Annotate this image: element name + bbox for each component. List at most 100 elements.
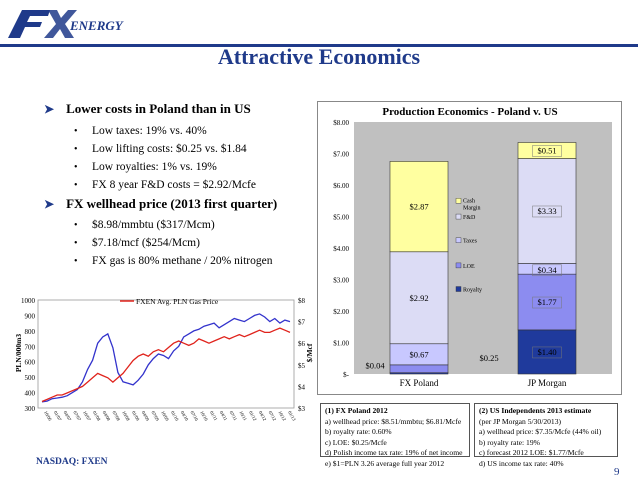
bar-y-tick-label: $4.00 bbox=[333, 245, 349, 253]
line-y-tick-left: 800 bbox=[25, 328, 36, 336]
sub-bullet: • $7.18/mcf ($254/Mcm) bbox=[74, 237, 200, 249]
sub-bullet-text: Low lifting costs: $0.25 vs. $1.84 bbox=[92, 143, 247, 155]
bar-data-label: $2.87 bbox=[409, 202, 428, 212]
bar-data-label: $1.40 bbox=[537, 347, 556, 357]
note-line: d) US income tax rate: 40% bbox=[479, 458, 564, 468]
dot-icon: • bbox=[74, 220, 78, 231]
bar-data-label: $0.34 bbox=[537, 265, 557, 275]
line-x-tick-label: 04/11 bbox=[219, 410, 229, 422]
line-y-tick-left: 500 bbox=[25, 374, 36, 382]
note-heading: (2) US Independents 2013 estimate bbox=[479, 406, 592, 415]
line-x-tick-label: 01/10 bbox=[170, 410, 180, 422]
bar-category-label: JP Morgan bbox=[528, 378, 567, 388]
line-x-tick-label: 10/09 bbox=[160, 410, 170, 422]
sub-bullet: • $8.98/mmbtu ($317/Mcm) bbox=[74, 219, 215, 231]
bar-segment-loe bbox=[517, 273, 577, 331]
usd-price-line bbox=[41, 327, 291, 403]
bullet-wellhead-price: ➤ FX wellhead price (2013 first quarter) bbox=[44, 196, 277, 212]
data-label-box bbox=[532, 296, 562, 309]
legend-swatch bbox=[455, 213, 462, 220]
bar-y-tick-label: $1.00 bbox=[333, 340, 349, 348]
bar-segment-f-d bbox=[389, 251, 449, 345]
bullet-lower-costs: ➤ Lower costs in Poland than in US bbox=[44, 101, 251, 117]
legend-swatch bbox=[455, 198, 462, 204]
legend-label: F&D bbox=[463, 215, 476, 221]
bar-data-label: $0.25 bbox=[479, 353, 498, 363]
page-number: 9 bbox=[614, 466, 620, 478]
page-title: Attractive Economics bbox=[217, 44, 421, 69]
note-heading: (1) FX Poland 2012 bbox=[325, 406, 388, 415]
line-x-tick-label: 07/09 bbox=[150, 410, 160, 422]
bar-y-tick-label: $3.00 bbox=[333, 277, 349, 285]
header-rule bbox=[0, 44, 638, 47]
bar-segment-cash-margin bbox=[389, 161, 449, 253]
bar-data-label: $0.51 bbox=[537, 146, 556, 156]
line-x-tick-label: 04/09 bbox=[141, 410, 151, 422]
pln-price-line bbox=[41, 313, 291, 403]
bar-y-tick-label: $7.00 bbox=[333, 151, 349, 159]
dot-icon: • bbox=[74, 238, 78, 249]
bullet-text: Lower costs in Poland than in US bbox=[66, 101, 251, 116]
note-line: c) forecast 2012 LOE: $1.77/Mcfe bbox=[479, 448, 584, 457]
note-line: b) royalty rate: 19% bbox=[479, 437, 540, 447]
y-axis-label-right: $/Mcf bbox=[305, 343, 314, 362]
bar-segment-f-d bbox=[517, 158, 577, 264]
data-label-box bbox=[532, 264, 562, 277]
bar-segment-loe bbox=[389, 364, 449, 374]
bar-y-tick-label: $2.00 bbox=[333, 308, 349, 316]
bar-segment-royalty bbox=[517, 329, 577, 375]
bar-y-tick-label: $5.00 bbox=[333, 214, 349, 222]
line-x-tick-label: 07/10 bbox=[190, 410, 200, 422]
bullet-text: FX wellhead price (2013 first quarter) bbox=[66, 196, 278, 211]
sub-bullet-text: FX 8 year F&D costs = $2.92/Mcfe bbox=[92, 179, 256, 191]
line-y-tick-right: $8 bbox=[298, 297, 306, 305]
legend-swatch bbox=[455, 262, 462, 269]
line-x-tick-label: 04/08 bbox=[102, 410, 112, 422]
gas-price-chart: FXEN Avg. PLN Gas Price PLN/000m3 $/Mcf … bbox=[14, 297, 314, 422]
line-x-tick-label: 10/07 bbox=[82, 410, 92, 422]
dot-icon: • bbox=[74, 180, 78, 191]
note-line: (per JP Morgan 5/30/2013) bbox=[479, 416, 562, 426]
sub-bullet: • Low taxes: 19% vs. 40% bbox=[74, 125, 207, 137]
logo-text: ENERGY bbox=[69, 18, 124, 33]
line-y-tick-left: 700 bbox=[25, 343, 36, 351]
data-label-box bbox=[532, 205, 562, 218]
bar-legend-box bbox=[454, 196, 494, 299]
sub-bullet-text: Low taxes: 19% vs. 40% bbox=[92, 125, 207, 137]
line-x-tick-label: 01/08 bbox=[92, 410, 102, 422]
bar-data-label: $2.92 bbox=[409, 293, 428, 303]
dot-icon: • bbox=[74, 162, 78, 173]
line-y-tick-left: 400 bbox=[25, 390, 36, 398]
sub-bullet-text: Low royalties: 1% vs. 19% bbox=[92, 161, 217, 173]
dot-icon: • bbox=[74, 144, 78, 155]
sub-bullet: • FX 8 year F&D costs = $2.92/Mcfe bbox=[74, 179, 256, 191]
bar-y-tick-label: $6.00 bbox=[333, 182, 349, 190]
line-y-tick-left: 1000 bbox=[21, 297, 36, 305]
legend-label: Margin bbox=[463, 205, 481, 211]
bar-data-label: $1.77 bbox=[537, 297, 556, 307]
line-x-tick-label: 04/12 bbox=[258, 410, 268, 422]
line-x-tick-label: 10/11 bbox=[238, 410, 248, 422]
line-x-tick-label: 04/07 bbox=[63, 410, 73, 422]
bar-data-label: $3.33 bbox=[537, 206, 556, 216]
note-line: c) LOE: $0.25/Mcfe bbox=[325, 437, 387, 447]
sub-bullet: • Low lifting costs: $0.25 vs. $1.84 bbox=[74, 143, 247, 155]
data-label-box bbox=[532, 145, 562, 157]
note-us-independents: (2) US Independents 2013 estimate (per J… bbox=[474, 403, 618, 468]
legend-swatch bbox=[455, 237, 462, 243]
legend-label: Cash bbox=[463, 198, 475, 204]
line-x-tick-label: 04/10 bbox=[180, 410, 190, 422]
line-x-tick-label: 01/09 bbox=[131, 410, 141, 422]
line-x-tick-label: 10/08 bbox=[121, 410, 131, 422]
line-x-tick-label: 01/07 bbox=[53, 410, 63, 422]
line-x-tick-label: 10/10 bbox=[199, 410, 209, 422]
line-y-tick-right: $6 bbox=[298, 340, 306, 348]
line-x-tick-label: 01/12 bbox=[248, 410, 258, 422]
line-y-tick-right: $7 bbox=[298, 319, 306, 327]
note-line: a) wellhead price: $8.51/mmbtu; $6.81/Mc… bbox=[325, 416, 462, 426]
sub-bullet: • FX gas is 80% methane / 20% nitrogen bbox=[74, 255, 272, 267]
note-line: e) $1=PLN 3.26 average full year 2012 bbox=[325, 458, 445, 468]
legend-label: Royalty bbox=[463, 288, 482, 294]
sub-bullet-text: FX gas is 80% methane / 20% nitrogen bbox=[92, 255, 273, 267]
line-plot-area bbox=[37, 299, 295, 409]
